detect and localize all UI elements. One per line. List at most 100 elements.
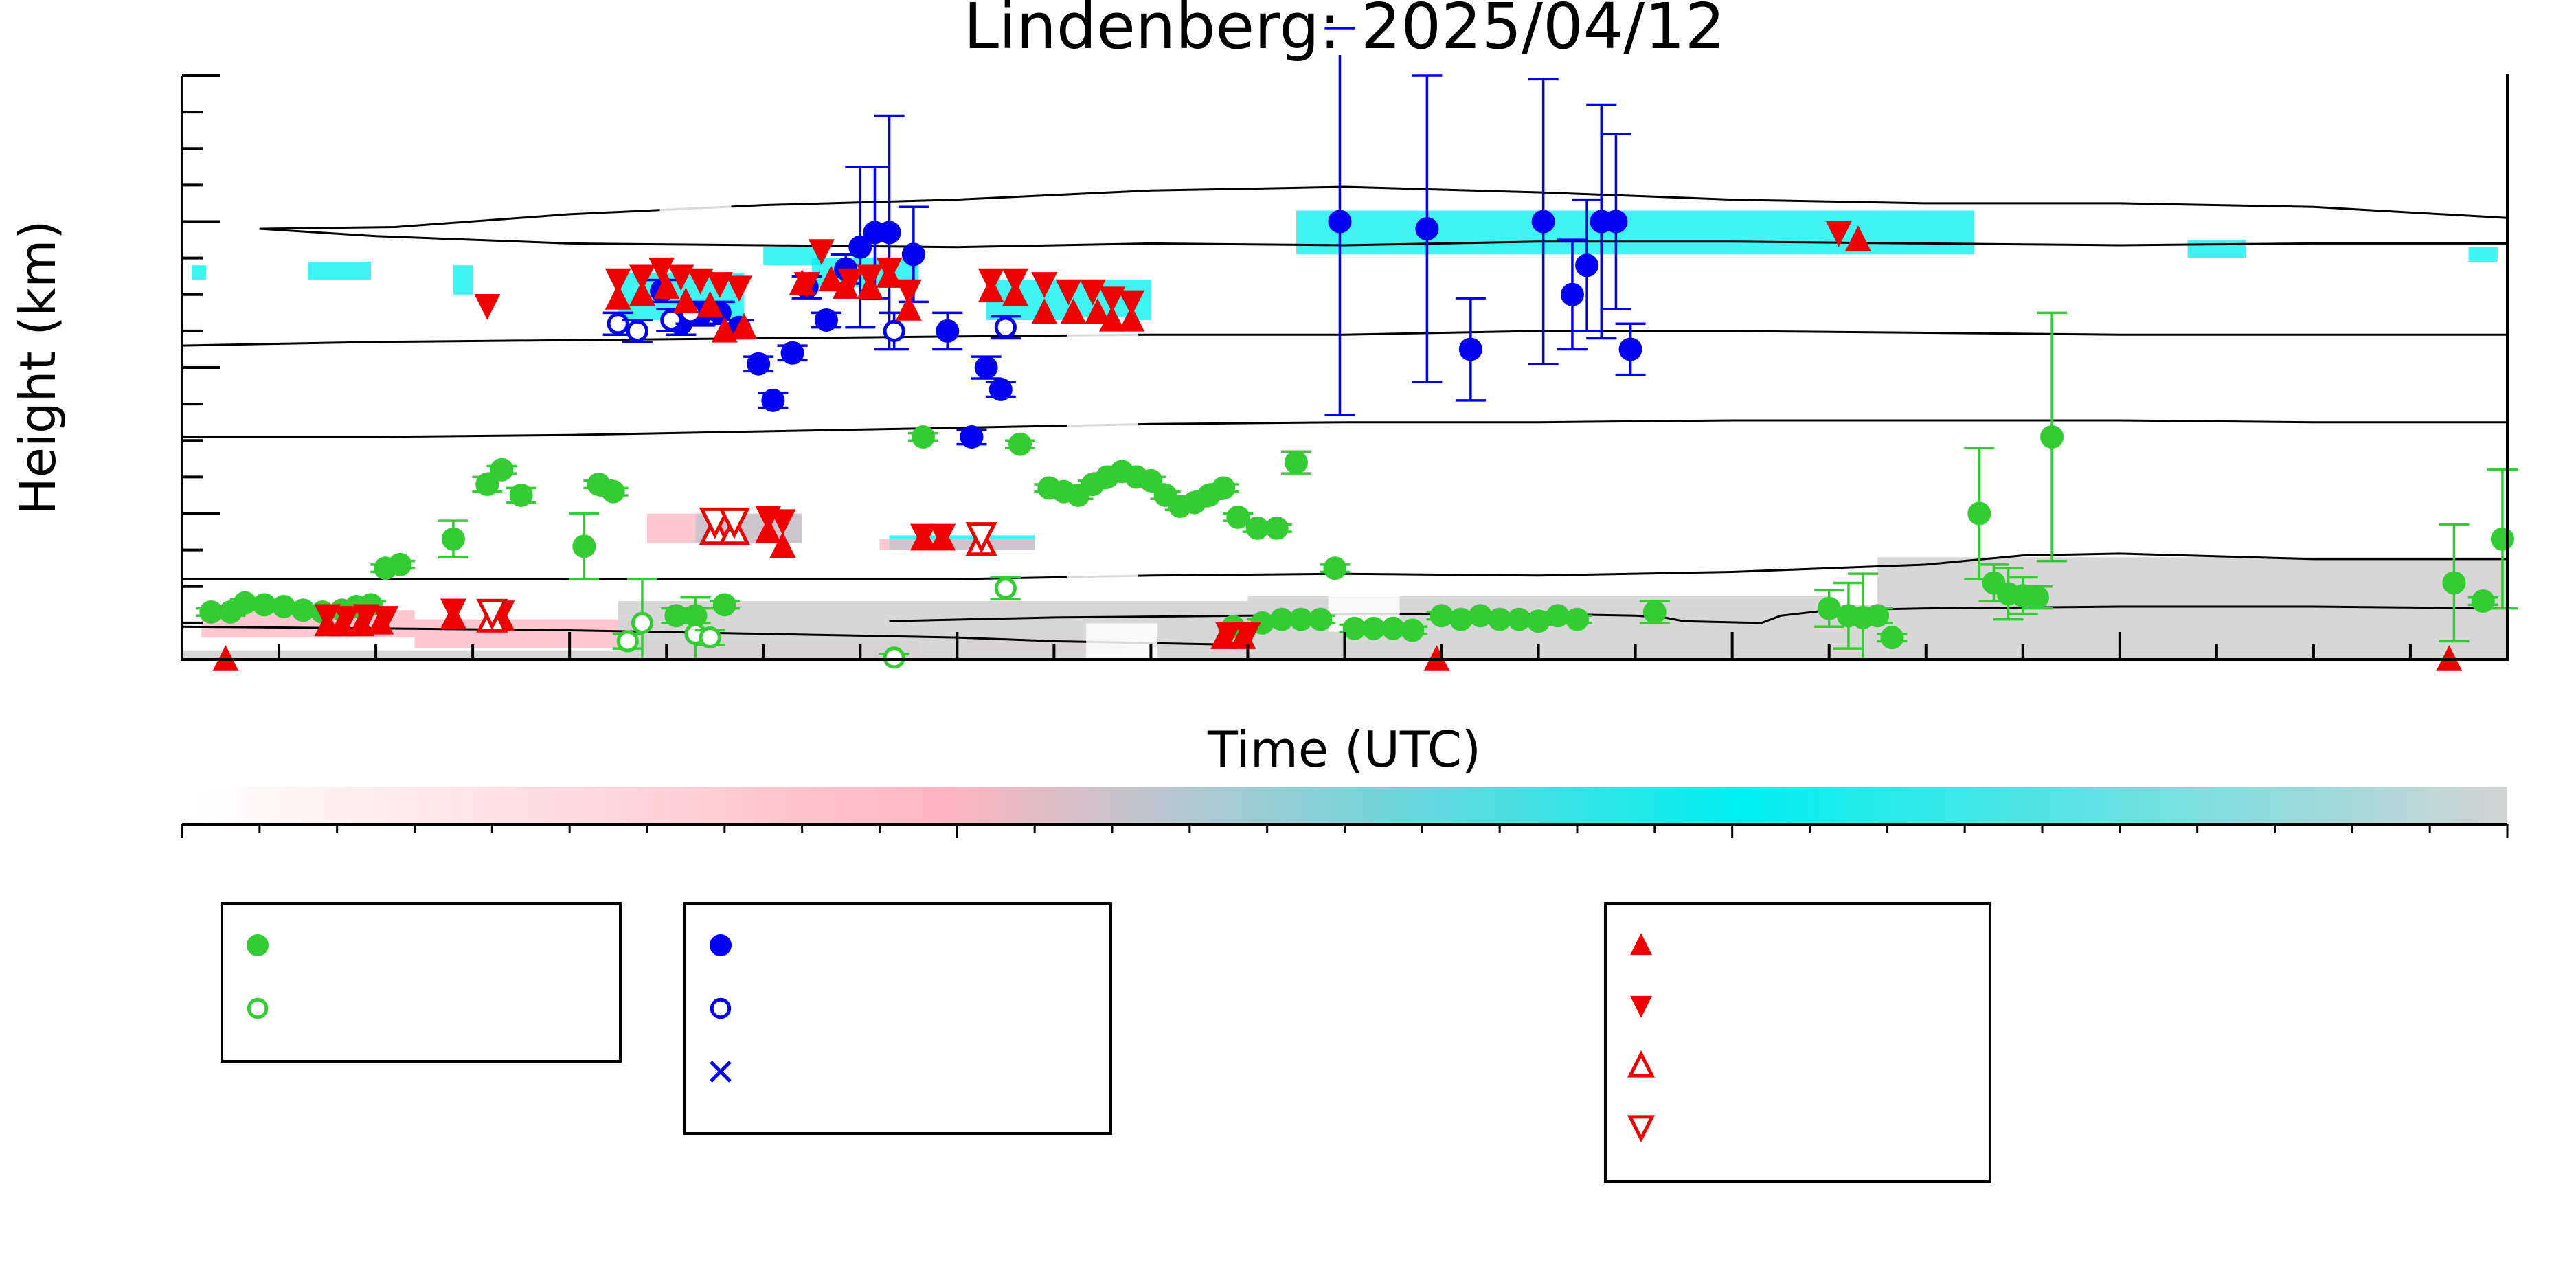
data-point — [1084, 298, 1111, 325]
data-point — [1212, 476, 1236, 500]
data-point — [697, 291, 723, 317]
data-point — [1566, 607, 1589, 631]
legend-box — [683, 902, 1112, 1135]
data-point — [1488, 607, 1512, 631]
data-point — [648, 257, 675, 284]
data-point — [974, 356, 998, 379]
data-point — [629, 264, 655, 291]
legends — [221, 902, 1991, 1183]
data-point — [1880, 626, 1904, 650]
data-point — [911, 425, 935, 449]
data-point — [1546, 604, 1570, 628]
data-point — [1342, 616, 1366, 640]
data-point — [718, 507, 751, 539]
data-point — [629, 280, 655, 306]
contour-line — [182, 552, 2507, 580]
data-point — [660, 308, 683, 332]
colorbar-gradient — [182, 787, 2507, 824]
data-point — [1289, 607, 1313, 631]
data-point — [699, 626, 721, 649]
data-point — [769, 509, 796, 536]
data-point — [1265, 516, 1289, 540]
data-point — [1008, 432, 1032, 456]
data-point — [883, 646, 905, 669]
data-point — [272, 594, 296, 618]
data-point — [988, 377, 1013, 401]
data-point — [1468, 604, 1492, 628]
data-point — [490, 457, 514, 482]
legend-box — [1604, 902, 1991, 1183]
mask-ice — [2468, 247, 2498, 262]
legend-marker — [710, 934, 732, 956]
data-point — [1099, 286, 1125, 313]
data-point — [895, 279, 922, 306]
contour-label-bg — [659, 189, 732, 225]
data-point — [1604, 210, 1628, 234]
data-point — [2471, 589, 2495, 613]
data-point — [616, 630, 639, 653]
data-point — [1526, 609, 1550, 633]
data-point — [572, 534, 596, 558]
legend-marker — [710, 997, 732, 1019]
data-point — [817, 265, 844, 292]
contour-label-bg — [1086, 623, 1158, 659]
data-point — [1362, 616, 1386, 640]
contour-line — [259, 227, 2507, 249]
data-point — [328, 610, 355, 637]
data-point — [333, 606, 360, 632]
legend-marker — [1630, 995, 1652, 1018]
data-point — [965, 522, 997, 554]
data-point — [212, 645, 239, 671]
data-point — [699, 507, 731, 539]
mask-ice — [308, 261, 372, 280]
mask-ice — [453, 265, 473, 295]
data-point — [929, 523, 956, 550]
legend-marker — [1630, 933, 1652, 956]
colorbar — [181, 787, 2509, 838]
data-point — [1309, 607, 1333, 631]
data-point — [441, 527, 465, 551]
data-point — [994, 316, 1017, 339]
mask-ice — [192, 265, 207, 280]
data-point — [2025, 585, 2049, 609]
data-point — [687, 268, 714, 295]
data-point — [2442, 571, 2466, 595]
data-point — [607, 313, 629, 335]
data-point — [2040, 425, 2064, 449]
data-point — [1967, 501, 1991, 526]
data-point — [711, 316, 738, 343]
y-axis-label: Height (km) — [9, 221, 67, 515]
data-point — [837, 268, 864, 295]
data-point — [474, 293, 501, 320]
data-point — [668, 264, 694, 291]
data-point — [994, 577, 1017, 600]
data-point — [1430, 604, 1454, 628]
data-point — [348, 610, 374, 637]
chart-title: Lindenberg: 2025/04/12 — [964, 0, 1726, 63]
data-point — [673, 287, 699, 314]
data-point — [653, 273, 680, 299]
retrieval-markers — [196, 27, 2518, 671]
data-point — [631, 611, 654, 634]
data-point — [1226, 505, 1250, 529]
data-point — [199, 600, 223, 624]
data-point — [1328, 210, 1352, 234]
contour-label-bg — [1066, 406, 1138, 442]
data-point — [626, 319, 648, 342]
data-point — [1031, 298, 1058, 325]
data-point — [601, 479, 625, 504]
data-point — [1866, 604, 1890, 628]
data-point — [808, 239, 835, 265]
data-point — [1118, 306, 1145, 332]
data-point — [1415, 217, 1439, 241]
data-point — [1560, 282, 1584, 306]
contour-line — [259, 185, 2507, 230]
legend-marker — [710, 1061, 732, 1083]
data-point — [1269, 607, 1293, 631]
plot-axes — [181, 74, 2509, 661]
data-point — [1423, 645, 1450, 671]
data-point — [388, 552, 412, 576]
data-point — [761, 388, 785, 412]
data-point — [605, 284, 631, 310]
